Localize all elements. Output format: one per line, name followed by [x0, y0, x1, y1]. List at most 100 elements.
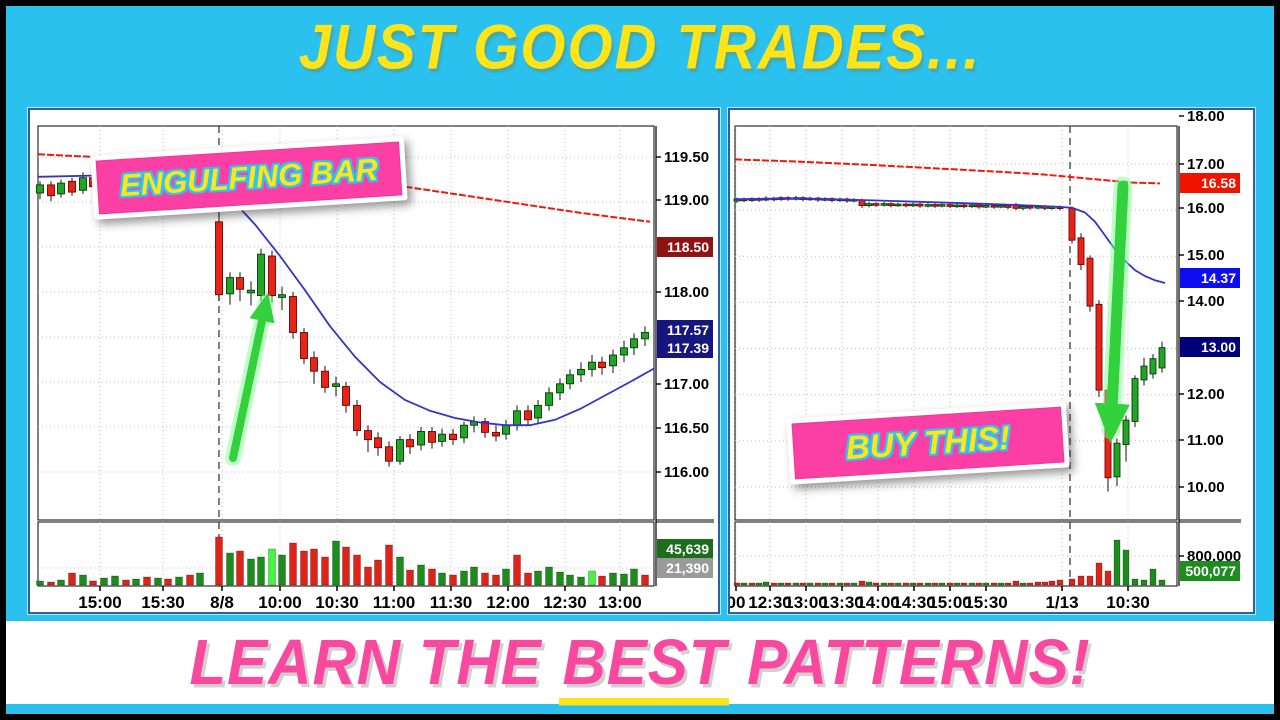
volume-bar	[577, 576, 585, 586]
candle	[79, 177, 87, 191]
price-label: 118.00	[664, 284, 709, 301]
volume-bar	[215, 536, 223, 586]
price-tag-value: 117.57	[667, 322, 709, 338]
volume-bar	[843, 582, 851, 586]
up-arrow-icon	[229, 292, 275, 462]
volume-bar	[175, 576, 183, 586]
time-label: 14:00	[856, 593, 899, 612]
candle	[630, 338, 638, 349]
candle	[417, 431, 425, 446]
candle	[545, 392, 553, 406]
volume-bar	[953, 582, 961, 586]
volume-bar	[1122, 549, 1130, 586]
volume-bar	[850, 582, 858, 586]
candle	[960, 204, 968, 208]
price-tag-value: 14.37	[1201, 270, 1236, 286]
volume-bar	[289, 542, 297, 586]
candle	[556, 383, 564, 394]
volume-bar	[960, 582, 968, 586]
candle	[982, 205, 990, 208]
volume-bar	[887, 582, 895, 586]
volume-bar	[186, 574, 194, 586]
candle	[268, 255, 276, 297]
volume-bar	[916, 582, 924, 586]
volume-bar	[164, 578, 172, 586]
bottom-title: LEARN THE BEST PATTERNS!	[189, 626, 1090, 706]
volume-bar	[502, 568, 510, 586]
price-tag-value: 21,390	[666, 560, 709, 576]
price-label: 14.00	[1187, 293, 1225, 310]
candle	[1004, 205, 1012, 208]
bottom-title-pre: LEARN THE	[189, 626, 560, 699]
candle	[620, 347, 628, 356]
volume-bar	[36, 580, 44, 586]
candle	[1077, 237, 1085, 266]
volume-bar	[1086, 575, 1094, 586]
volume-bar	[1019, 582, 1027, 586]
candle	[1149, 358, 1157, 375]
volume-bar	[300, 550, 308, 586]
price-label: 17.00	[1187, 156, 1225, 173]
candle	[1026, 206, 1034, 209]
candle	[534, 404, 542, 419]
candle	[1122, 419, 1130, 445]
candle	[513, 410, 521, 426]
volume-bar	[880, 582, 888, 586]
candle	[938, 204, 946, 207]
price-label: 116.00	[664, 464, 709, 481]
volume-bar	[1068, 578, 1076, 586]
time-label: 11:00	[373, 593, 416, 612]
volume-bar	[406, 569, 414, 586]
price-tag	[1180, 268, 1240, 288]
price-label: 15.00	[1187, 247, 1225, 264]
price-tag	[1180, 561, 1240, 581]
candle	[460, 424, 468, 439]
time-label: 13:30	[820, 593, 863, 612]
time-label: 15:30	[141, 593, 184, 612]
candle	[1140, 365, 1148, 381]
volume-bar	[630, 568, 638, 586]
volume-bar	[353, 554, 361, 586]
candle	[502, 424, 510, 435]
candle	[1158, 347, 1166, 369]
volume-bar	[620, 573, 628, 586]
volume-bar	[762, 581, 770, 586]
volume-bar	[588, 570, 596, 586]
price-tag-value: 500,077	[1185, 563, 1236, 579]
volume-bar	[733, 582, 741, 586]
volume-bar	[196, 572, 204, 586]
volume-bar	[990, 582, 998, 586]
time-label: 13:00	[784, 593, 827, 612]
candle	[215, 221, 223, 296]
candle	[1113, 442, 1121, 478]
volume-bar	[828, 582, 836, 586]
volume-bar	[938, 582, 946, 586]
volume-bar	[975, 582, 983, 586]
candle	[953, 204, 961, 208]
volume-bar	[748, 582, 756, 586]
best-underlined: BEST	[559, 626, 730, 706]
volume-bar	[792, 582, 800, 586]
candle	[872, 203, 880, 206]
candle	[990, 205, 998, 208]
volume-bar	[609, 572, 617, 586]
volume-bar	[1041, 581, 1049, 586]
volume-bar	[806, 582, 814, 586]
volume-bar	[310, 548, 318, 586]
volume-pane	[734, 521, 1178, 587]
candle	[588, 361, 596, 370]
price-tag	[657, 338, 713, 358]
candle	[909, 203, 917, 207]
volume-bar	[236, 550, 244, 586]
price-tag	[1180, 337, 1240, 357]
candle	[68, 180, 76, 193]
volume-bar	[946, 582, 954, 586]
price-tag-value: 45,639	[666, 541, 709, 557]
candle	[880, 203, 888, 206]
volume-bar	[1149, 568, 1157, 586]
volume-bar	[1104, 570, 1112, 586]
volume-bar	[374, 559, 382, 586]
price-label: 12.00	[1187, 386, 1225, 403]
time-label: 14:30	[892, 593, 935, 612]
